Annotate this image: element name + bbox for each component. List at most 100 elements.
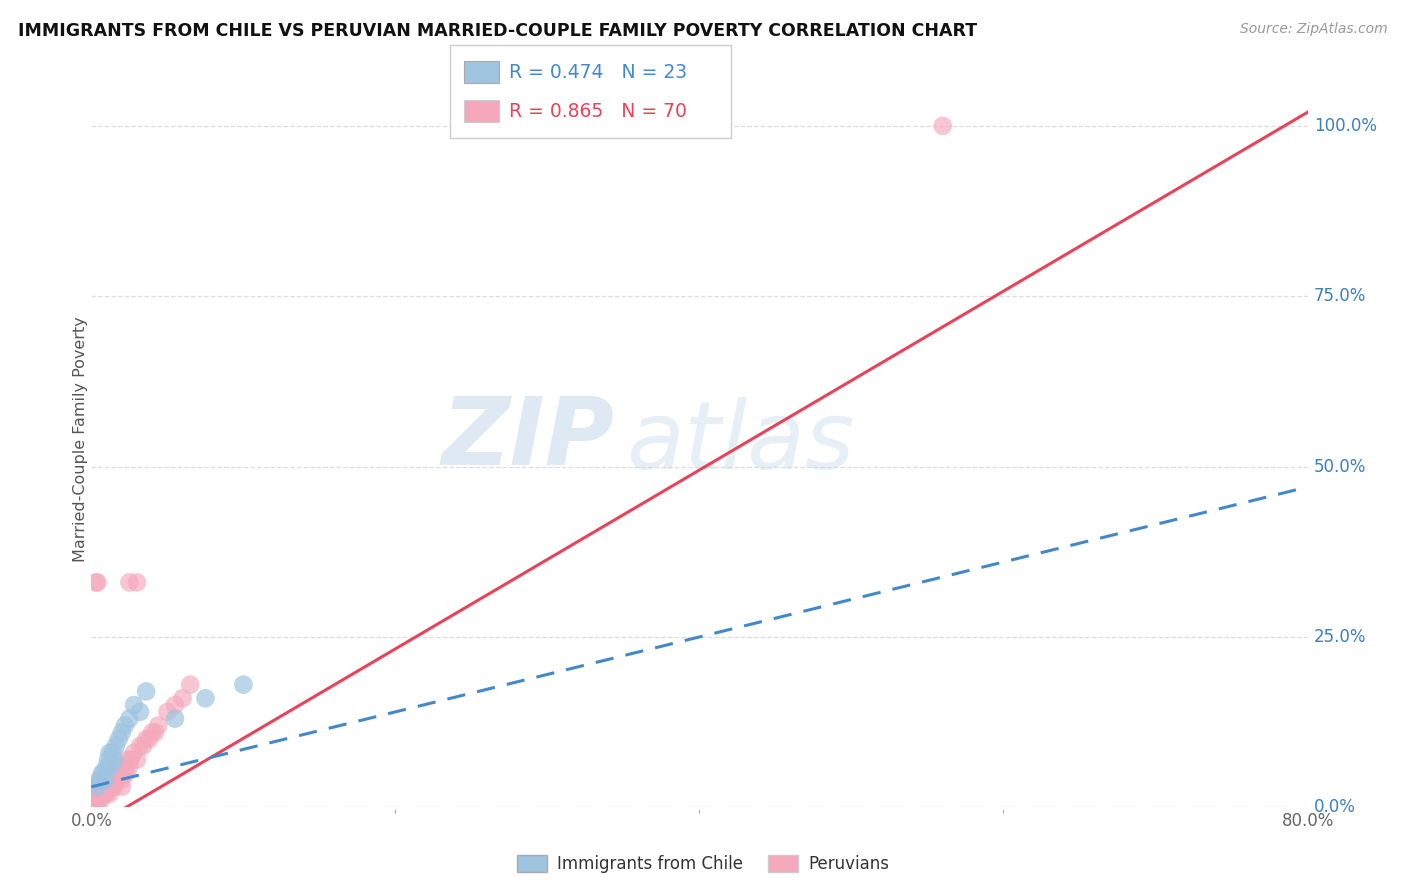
Text: 100.0%: 100.0% <box>1313 117 1376 135</box>
Point <box>111 759 134 773</box>
Text: 50.0%: 50.0% <box>1313 458 1367 475</box>
Point <box>86 780 108 794</box>
Point <box>84 793 107 807</box>
Point <box>87 793 110 807</box>
Point <box>82 793 104 807</box>
Point <box>135 684 157 698</box>
Point <box>86 575 108 590</box>
Point <box>129 739 152 753</box>
Point <box>110 766 132 780</box>
Point <box>111 772 134 787</box>
Point <box>118 575 141 590</box>
Text: ZIP: ZIP <box>441 393 614 485</box>
Point <box>97 772 120 787</box>
Point <box>172 691 194 706</box>
Point <box>97 780 120 794</box>
Text: R = 0.474   N = 23: R = 0.474 N = 23 <box>509 62 688 82</box>
Text: 25.0%: 25.0% <box>1313 628 1367 646</box>
Point <box>82 780 104 794</box>
Point <box>143 725 166 739</box>
Point <box>94 780 117 794</box>
Point <box>87 780 110 794</box>
Point <box>104 739 127 753</box>
Point <box>179 678 201 692</box>
Point <box>163 712 186 726</box>
Point <box>86 787 108 801</box>
Point <box>104 772 127 787</box>
Point <box>107 766 129 780</box>
Point <box>135 732 157 747</box>
Point <box>103 772 125 787</box>
Point <box>91 787 114 801</box>
Text: 75.0%: 75.0% <box>1313 287 1367 305</box>
Point <box>93 772 115 787</box>
Point <box>100 780 122 794</box>
Point <box>148 718 170 732</box>
Point <box>97 753 120 767</box>
Point <box>194 691 217 706</box>
Point <box>87 787 110 801</box>
Point <box>84 793 107 807</box>
Point <box>120 753 142 767</box>
Text: IMMIGRANTS FROM CHILE VS PERUVIAN MARRIED-COUPLE FAMILY POVERTY CORRELATION CHAR: IMMIGRANTS FROM CHILE VS PERUVIAN MARRIE… <box>18 22 977 40</box>
Point <box>82 787 104 801</box>
Point <box>93 787 115 801</box>
Point <box>96 759 118 773</box>
Point <box>94 772 117 787</box>
Point <box>87 772 110 787</box>
Point <box>117 753 139 767</box>
Point <box>129 705 152 719</box>
Point <box>86 780 108 794</box>
Point <box>111 780 134 794</box>
Point <box>100 759 122 773</box>
Point <box>931 119 953 133</box>
Point <box>111 725 134 739</box>
Point <box>98 787 121 801</box>
Point <box>107 759 129 773</box>
Point <box>98 772 121 787</box>
Point <box>101 746 124 760</box>
Point <box>104 766 127 780</box>
Text: R = 0.865   N = 70: R = 0.865 N = 70 <box>509 102 688 121</box>
Point <box>89 772 111 787</box>
Y-axis label: Married-Couple Family Poverty: Married-Couple Family Poverty <box>73 317 87 562</box>
Point <box>101 780 124 794</box>
Point <box>114 759 136 773</box>
Point <box>91 780 114 794</box>
Point <box>100 772 122 787</box>
Point <box>96 780 118 794</box>
Point <box>141 725 163 739</box>
Text: Source: ZipAtlas.com: Source: ZipAtlas.com <box>1240 22 1388 37</box>
Point <box>125 753 148 767</box>
Point <box>156 705 179 719</box>
Point <box>89 780 111 794</box>
Point <box>98 746 121 760</box>
Point <box>232 678 254 692</box>
Point <box>122 746 145 760</box>
Point <box>122 698 145 712</box>
Point <box>107 732 129 747</box>
Point <box>105 772 128 787</box>
Point <box>83 793 105 807</box>
Point <box>84 575 107 590</box>
Point <box>89 793 111 807</box>
Point <box>118 712 141 726</box>
Point <box>82 787 104 801</box>
Text: 0.0%: 0.0% <box>1313 798 1355 816</box>
Point <box>112 766 135 780</box>
Point <box>103 780 125 794</box>
Point <box>103 753 125 767</box>
Point <box>118 759 141 773</box>
Point <box>94 787 117 801</box>
Point <box>96 787 118 801</box>
Legend: Immigrants from Chile, Peruvians: Immigrants from Chile, Peruvians <box>510 848 896 880</box>
Point <box>125 575 148 590</box>
Point <box>138 732 160 747</box>
Point <box>96 772 118 787</box>
Point <box>101 766 124 780</box>
Point <box>115 766 138 780</box>
Point <box>83 787 105 801</box>
Text: atlas: atlas <box>627 398 855 489</box>
Point <box>93 780 115 794</box>
Point <box>114 718 136 732</box>
